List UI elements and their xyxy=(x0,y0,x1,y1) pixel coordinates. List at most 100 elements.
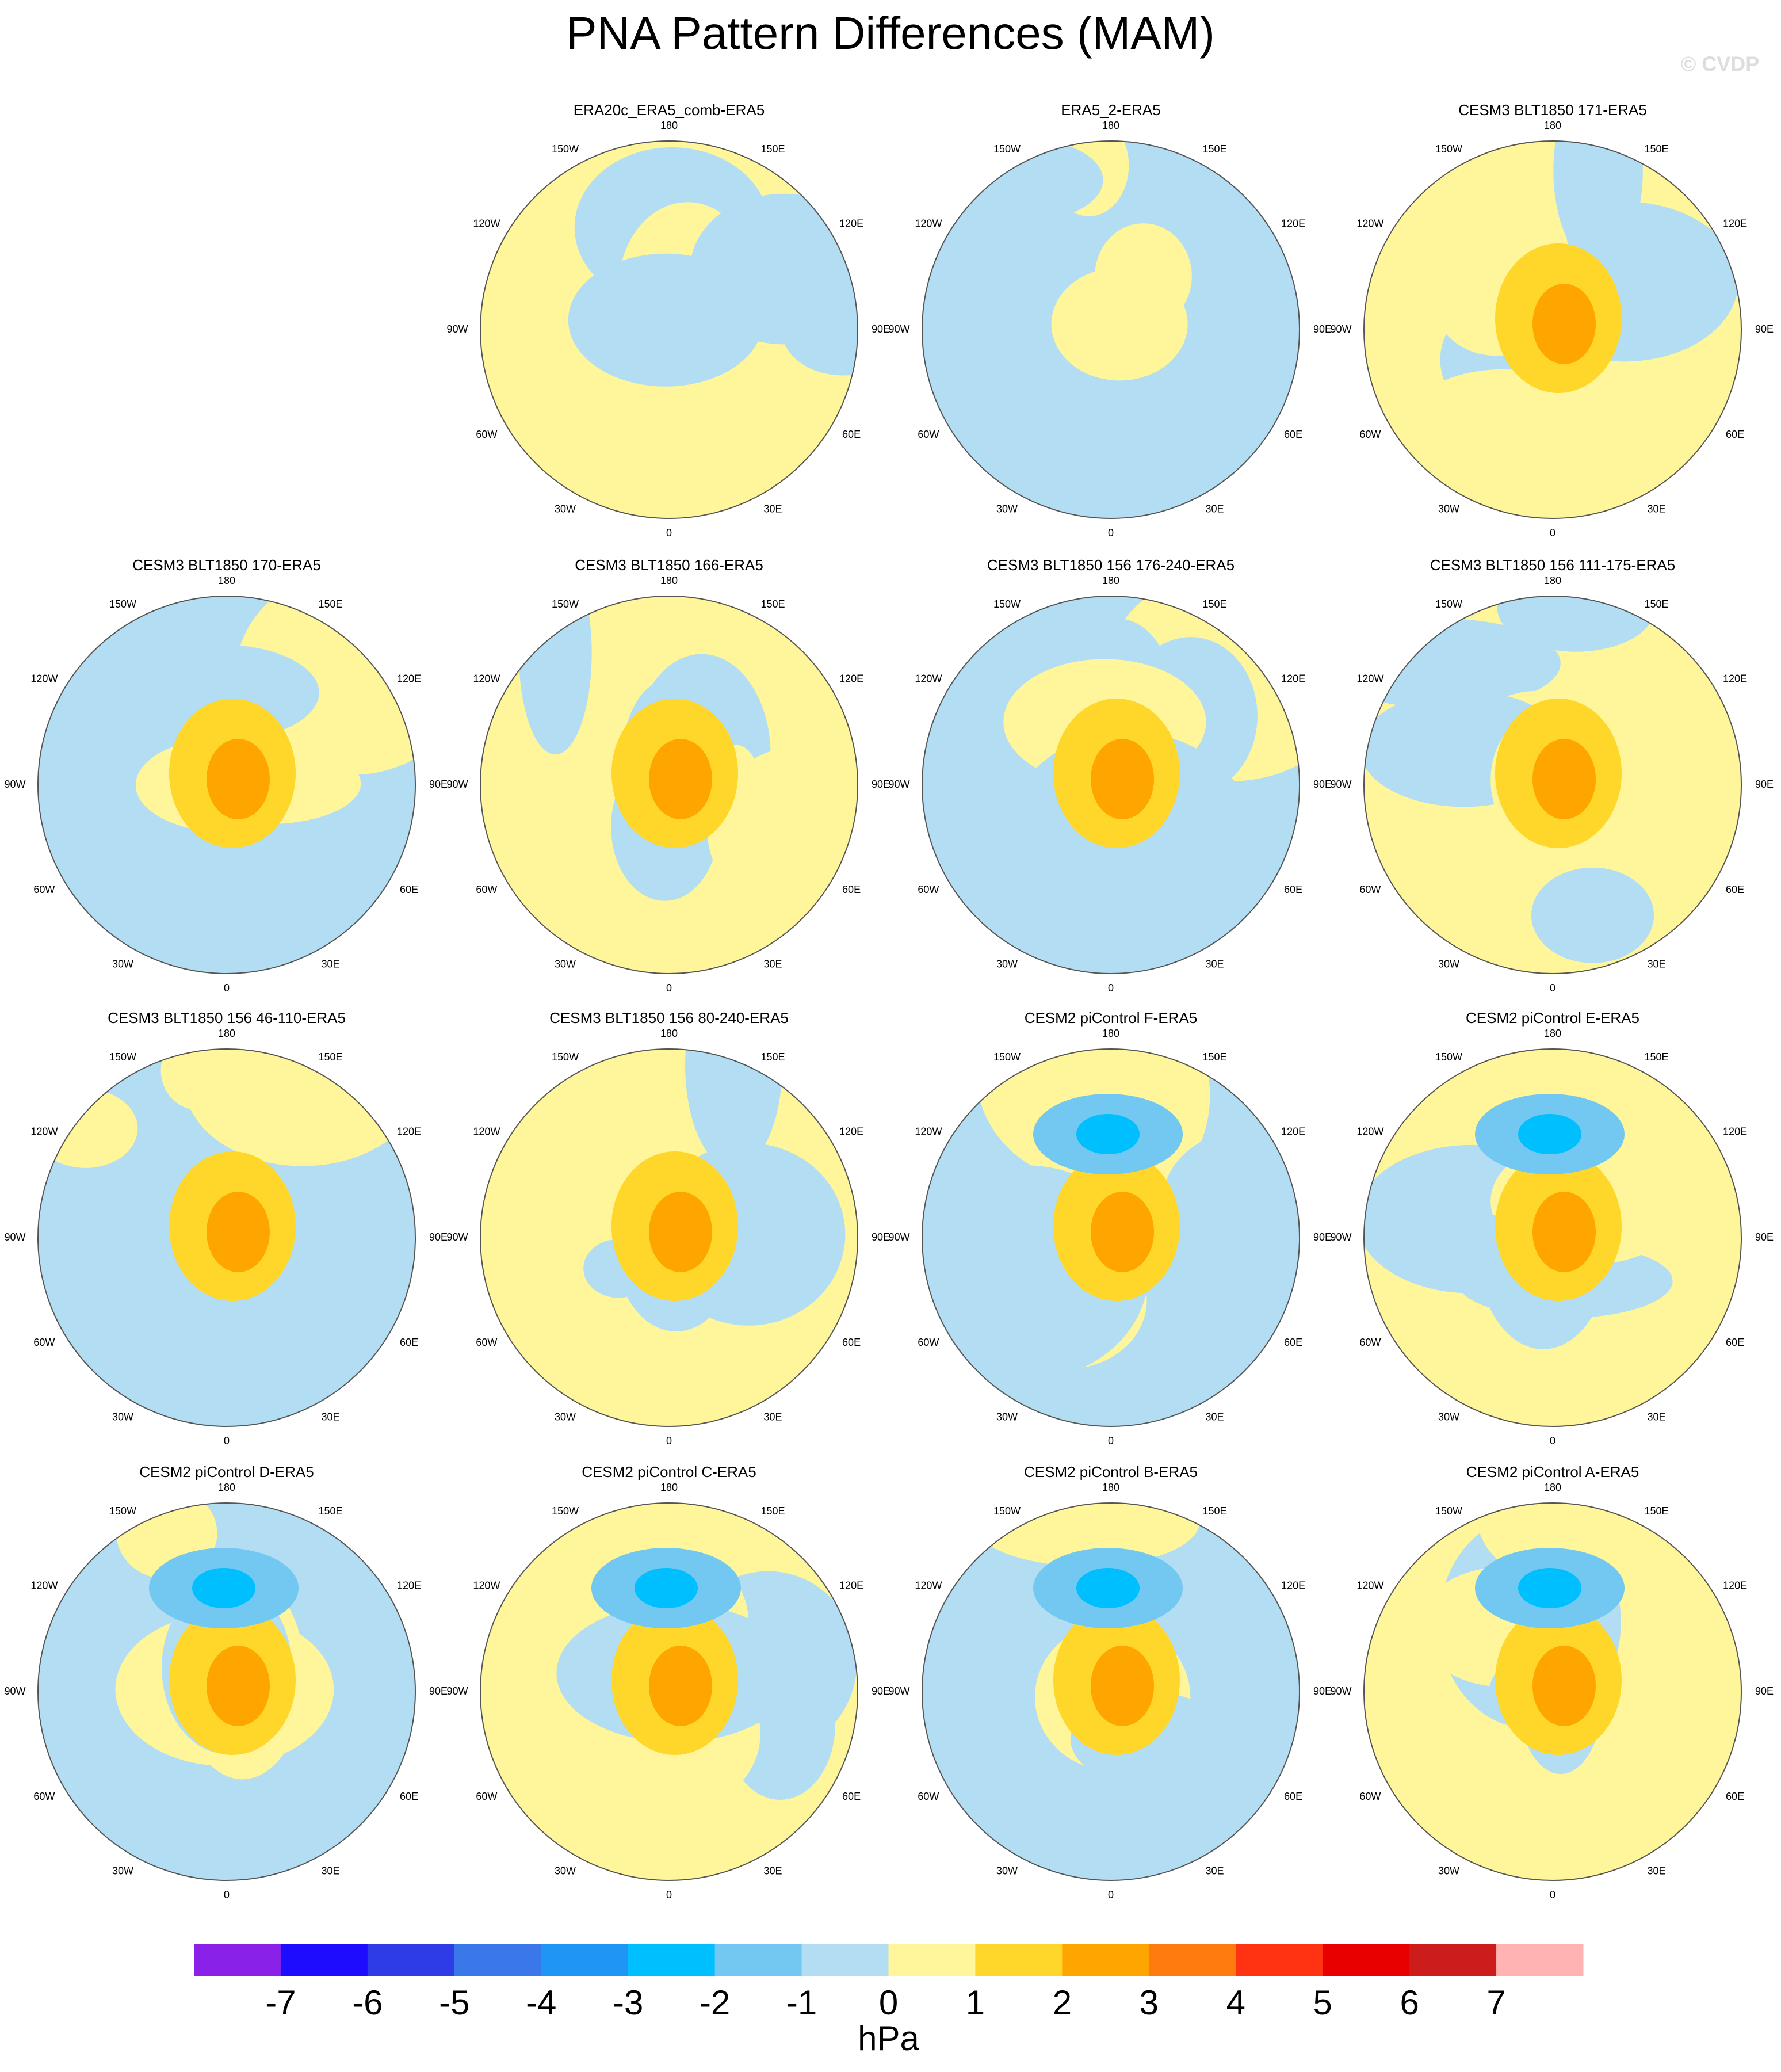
field-region xyxy=(1076,1568,1140,1608)
longitude-label: 60W xyxy=(476,1337,497,1348)
longitude-label: 30E xyxy=(763,503,782,514)
longitude-label: 60W xyxy=(33,884,55,895)
longitude-label: 0 xyxy=(1108,982,1114,994)
colorbar-tick-label: 2 xyxy=(1053,1983,1072,2022)
longitude-label: 30E xyxy=(1647,1865,1665,1876)
colorbar-tick-label: -5 xyxy=(439,1983,469,2022)
longitude-label: 150W xyxy=(993,598,1021,610)
map-border xyxy=(922,596,1300,974)
field-region xyxy=(635,1568,698,1608)
field-region xyxy=(1091,1192,1154,1272)
longitude-label: 90W xyxy=(1330,779,1351,790)
longitude-label: 30E xyxy=(1647,503,1665,514)
longitude-label: 120W xyxy=(1356,1126,1383,1138)
longitude-label: 60W xyxy=(918,1791,939,1802)
longitude-label: 30W xyxy=(1438,958,1459,970)
panel-title: CESM3 BLT1850 170-ERA5 xyxy=(132,556,321,574)
longitude-label: 30E xyxy=(1205,958,1224,970)
longitude-label: 30W xyxy=(996,503,1018,514)
field-region xyxy=(972,1503,1199,1567)
panel-title: CESM2 piControl D-ERA5 xyxy=(139,1463,314,1480)
longitude-label: 90E xyxy=(1755,1231,1774,1243)
field-region xyxy=(1532,1192,1596,1272)
panel-title: CESM3 BLT1850 156 46-110-ERA5 xyxy=(108,1009,346,1027)
longitude-label: 0 xyxy=(666,1889,672,1901)
colorbar-tick-label: 6 xyxy=(1400,1983,1419,2022)
field-region xyxy=(207,1293,322,1425)
map xyxy=(480,141,858,518)
longitude-label: 30W xyxy=(112,1411,133,1422)
panel-title: CESM2 piControl A-ERA5 xyxy=(1466,1463,1639,1480)
longitude-label: 60E xyxy=(842,1337,861,1348)
field-region xyxy=(1412,369,1594,465)
field-region xyxy=(1076,1114,1140,1154)
longitude-label: 30W xyxy=(1438,1865,1459,1876)
longitude-label: 90W xyxy=(888,323,909,335)
colorbar-tick-label: 4 xyxy=(1226,1983,1245,2022)
longitude-label: 180 xyxy=(1544,575,1561,586)
field-region xyxy=(1532,284,1596,364)
longitude-label: 30W xyxy=(996,1411,1018,1422)
longitude-label: 0 xyxy=(1550,527,1555,539)
longitude-label: 30E xyxy=(1647,1411,1665,1422)
longitude-label: 90E xyxy=(872,1685,890,1697)
longitude-label: 150W xyxy=(552,598,579,610)
longitude-label: 60E xyxy=(1284,884,1302,895)
longitude-label: 60W xyxy=(476,429,497,440)
longitude-label: 150W xyxy=(109,1051,136,1063)
field-region xyxy=(649,739,712,819)
longitude-label: 180 xyxy=(660,120,678,131)
map-border xyxy=(37,1502,416,1881)
map-border xyxy=(922,1502,1300,1881)
longitude-label: 30W xyxy=(996,1865,1018,1876)
longitude-label: 150W xyxy=(993,1051,1021,1063)
longitude-label: 180 xyxy=(1544,1028,1561,1039)
map xyxy=(480,1503,858,1880)
longitude-label: 90E xyxy=(1313,1231,1332,1243)
longitude-label: 180 xyxy=(218,575,235,586)
longitude-label: 60E xyxy=(1284,1337,1302,1348)
longitude-label: 120W xyxy=(915,1580,942,1592)
map-border xyxy=(480,596,858,974)
longitude-label: 120E xyxy=(1723,1126,1747,1138)
longitude-label: 180 xyxy=(1102,1482,1119,1493)
longitude-label: 60E xyxy=(1284,429,1302,440)
longitude-label: 0 xyxy=(224,1435,230,1447)
map xyxy=(1364,1503,1741,1880)
longitude-label: 90E xyxy=(1313,1685,1332,1697)
longitude-label: 0 xyxy=(666,982,672,994)
longitude-label: 120E xyxy=(839,218,863,230)
colorbar-box xyxy=(1409,1944,1497,1976)
longitude-label: 120W xyxy=(30,673,58,685)
longitude-label: 150E xyxy=(1644,1051,1668,1063)
longitude-label: 180 xyxy=(1102,1028,1119,1039)
panel-title: CESM3 BLT1850 156 176-240-ERA5 xyxy=(987,556,1235,574)
longitude-label: 30E xyxy=(763,1411,782,1422)
longitude-label: 30E xyxy=(1205,503,1224,514)
longitude-label: 30W xyxy=(555,958,576,970)
colorbar-box xyxy=(1236,1944,1323,1976)
field-region xyxy=(685,1049,782,1169)
field-region xyxy=(939,141,1103,223)
longitude-label: 90E xyxy=(1755,1685,1774,1697)
longitude-label: 150W xyxy=(993,1505,1021,1517)
map xyxy=(480,596,858,974)
field-region xyxy=(1141,1580,1300,1683)
longitude-label: 90W xyxy=(446,1685,468,1697)
longitude-label: 60E xyxy=(1726,884,1744,895)
map xyxy=(922,141,1300,518)
map xyxy=(480,1049,858,1426)
longitude-label: 60E xyxy=(400,884,418,895)
field-region xyxy=(1364,1652,1505,1792)
colorbar-box xyxy=(1149,1944,1236,1976)
longitude-label: 180 xyxy=(218,1028,235,1039)
longitude-label: 0 xyxy=(1550,1435,1555,1447)
map-border xyxy=(480,1502,858,1881)
colorbar-box xyxy=(888,1944,976,1976)
panel-title: CESM3 BLT1850 156 111-175-ERA5 xyxy=(1430,556,1675,574)
field-region xyxy=(1091,739,1154,819)
field-region xyxy=(690,193,858,345)
field-region xyxy=(1187,183,1300,295)
field-region xyxy=(160,1049,237,1111)
longitude-label: 150E xyxy=(760,1051,785,1063)
